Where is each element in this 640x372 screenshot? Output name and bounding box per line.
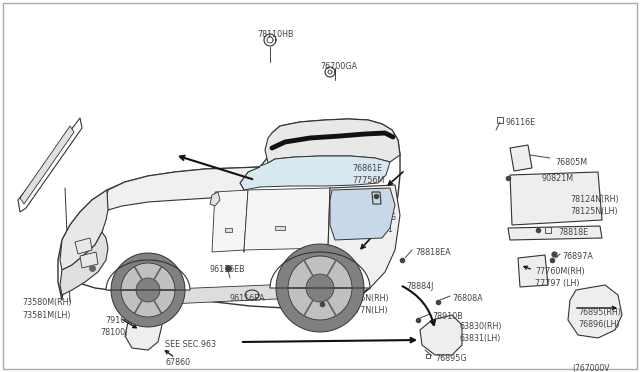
Polygon shape [212, 190, 248, 252]
Text: 76897A: 76897A [562, 252, 593, 261]
Polygon shape [510, 172, 602, 225]
Text: 78884J: 78884J [406, 282, 433, 291]
Polygon shape [330, 188, 395, 240]
Text: 78110HB: 78110HB [257, 30, 294, 39]
Text: 76805M: 76805M [555, 158, 587, 167]
Text: SEE SEC.963: SEE SEC.963 [165, 340, 216, 349]
Polygon shape [111, 253, 185, 327]
Text: 76895(RH): 76895(RH) [578, 308, 621, 317]
Polygon shape [18, 118, 82, 212]
Polygon shape [136, 278, 160, 302]
Text: 77797 (LH): 77797 (LH) [535, 279, 579, 288]
Polygon shape [510, 145, 532, 171]
Polygon shape [288, 256, 352, 320]
Polygon shape [240, 156, 390, 190]
Polygon shape [508, 226, 602, 240]
Polygon shape [276, 244, 364, 332]
Polygon shape [420, 315, 462, 355]
Polygon shape [148, 282, 340, 305]
Polygon shape [518, 255, 548, 287]
Text: 67860: 67860 [165, 358, 190, 367]
Text: 78124N(RH): 78124N(RH) [570, 195, 619, 204]
Text: 77756M: 77756M [352, 176, 385, 185]
Text: O-76700G: O-76700G [356, 213, 397, 222]
Polygon shape [275, 226, 285, 230]
Polygon shape [121, 263, 175, 317]
Text: 78818E: 78818E [558, 228, 588, 237]
Polygon shape [210, 192, 220, 206]
Polygon shape [244, 188, 330, 250]
Text: 79100JA: 79100JA [105, 316, 138, 325]
Polygon shape [328, 185, 400, 300]
Polygon shape [568, 285, 622, 338]
Polygon shape [58, 119, 400, 308]
Polygon shape [60, 190, 108, 270]
Text: 73581M(LH): 73581M(LH) [22, 311, 70, 320]
Text: 78100J: 78100J [100, 328, 127, 337]
Text: 76895G: 76895G [435, 354, 467, 363]
Text: IO-64891: IO-64891 [356, 225, 393, 234]
Text: 96116EB: 96116EB [210, 265, 246, 274]
Polygon shape [306, 274, 334, 302]
Text: 96116E: 96116E [506, 118, 536, 127]
Polygon shape [60, 232, 108, 295]
Text: 78818EA: 78818EA [415, 248, 451, 257]
Polygon shape [125, 312, 162, 350]
Text: 76700GA: 76700GA [320, 62, 357, 71]
Polygon shape [75, 238, 92, 254]
Text: 90821M: 90821M [542, 174, 574, 183]
Text: 76861E: 76861E [352, 164, 382, 173]
Polygon shape [265, 119, 400, 163]
Polygon shape [106, 260, 190, 290]
Text: 76808A: 76808A [452, 294, 483, 303]
Text: 73580M(RH): 73580M(RH) [22, 298, 72, 307]
Polygon shape [270, 252, 370, 288]
Polygon shape [80, 252, 98, 268]
Polygon shape [20, 126, 74, 204]
Text: (767000V: (767000V [572, 364, 609, 372]
Text: 78876N(RH): 78876N(RH) [340, 294, 388, 303]
Polygon shape [106, 167, 260, 210]
Text: 78125N(LH): 78125N(LH) [570, 207, 618, 216]
Text: 63831(LH): 63831(LH) [460, 334, 501, 343]
Text: 76896(LH): 76896(LH) [578, 320, 620, 329]
Polygon shape [225, 228, 232, 232]
Text: 63830(RH): 63830(RH) [460, 322, 502, 331]
Text: 78877N(LH): 78877N(LH) [340, 306, 388, 315]
Text: 78910B: 78910B [432, 312, 463, 321]
Text: 77760M(RH): 77760M(RH) [535, 267, 585, 276]
Text: 96116EA: 96116EA [230, 294, 266, 303]
